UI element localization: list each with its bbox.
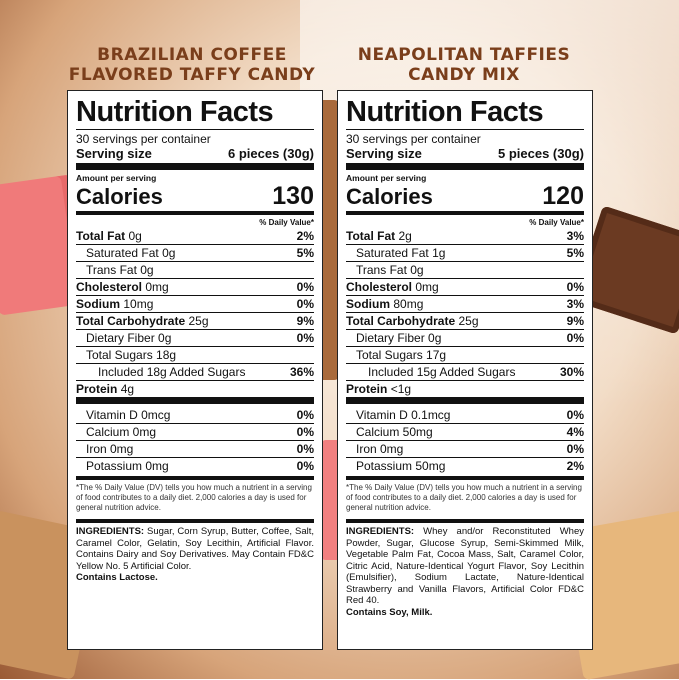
nutrient-row: Dietary Fiber 0g 0% — [346, 329, 584, 346]
nutrient-row: Sodium 80mg 3% — [346, 295, 584, 311]
product-title-line: CANDY MIX — [408, 65, 520, 85]
nutrient-row: Sodium 10mg 0% — [76, 295, 314, 311]
nutrient-row: Included 18g Added Sugars 36% — [76, 363, 314, 380]
product-title-line: BRAZILIAN COFFEE — [97, 45, 287, 65]
nutrition-facts-title: Nutrition Facts — [76, 96, 274, 128]
calories-row: Calories 130 — [76, 182, 314, 210]
daily-value-header: % Daily Value* — [529, 218, 584, 227]
daily-value-footnote: *The % Daily Value (DV) tells you how mu… — [346, 483, 582, 512]
amount-per-serving: Amount per serving — [346, 173, 427, 183]
servings-per-container: 30 servings per container — [346, 132, 481, 146]
nutrient-row: Dietary Fiber 0g 0% — [76, 329, 314, 346]
product-title-line: FLAVORED TAFFY CANDY — [68, 65, 316, 85]
nutrient-row: Saturated Fat 0g 5% — [76, 244, 314, 261]
nutrition-facts-title: Nutrition Facts — [346, 96, 544, 128]
allergen-statement: Contains Lactose. — [76, 572, 158, 583]
nutrient-row: Total Fat 2g 3% — [346, 229, 584, 243]
vitamin-row: Potassium 50mg 2% — [346, 457, 584, 474]
nutrient-row: Cholesterol 0mg 0% — [76, 278, 314, 294]
nutrient-row: Trans Fat 0g — [346, 261, 584, 278]
nutrition-facts-panel: Nutrition Facts 30 servings per containe… — [67, 90, 323, 650]
nutrient-row: Total Carbohydrate 25g 9% — [346, 312, 584, 328]
vitamin-row: Iron 0mg 0% — [76, 440, 314, 457]
vitamin-row: Potassium 0mg 0% — [76, 457, 314, 474]
daily-value-header: % Daily Value* — [259, 218, 314, 227]
ingredients: INGREDIENTS: Whey and/or Reconstituted W… — [346, 526, 584, 606]
protein-row: Protein <1g — [346, 380, 584, 397]
nutrient-row: Total Fat 0g 2% — [76, 229, 314, 243]
servings-per-container: 30 servings per container — [76, 132, 211, 146]
serving-size: Serving size 5 pieces (30g) — [346, 146, 584, 161]
nutrient-row: Saturated Fat 1g 5% — [346, 244, 584, 261]
serving-size: Serving size 6 pieces (30g) — [76, 146, 314, 161]
vitamin-row: Calcium 50mg 4% — [346, 423, 584, 440]
nutrient-row: Total Sugars 17g — [346, 346, 584, 363]
nutrient-row: Total Sugars 18g — [76, 346, 314, 363]
ingredients: INGREDIENTS: Sugar, Corn Syrup, Butter, … — [76, 526, 314, 572]
protein-row: Protein 4g — [76, 380, 314, 397]
calories-row: Calories 120 — [346, 182, 584, 210]
nutrient-row: Included 15g Added Sugars 30% — [346, 363, 584, 380]
vitamin-row: Iron 0mg 0% — [346, 440, 584, 457]
vitamin-row: Vitamin D 0mcg 0% — [86, 408, 314, 422]
nutrient-row: Cholesterol 0mg 0% — [346, 278, 584, 294]
daily-value-footnote: *The % Daily Value (DV) tells you how mu… — [76, 483, 312, 512]
nutrition-facts-panel: Nutrition Facts 30 servings per containe… — [337, 90, 593, 650]
nutrient-row: Total Carbohydrate 25g 9% — [76, 312, 314, 328]
nutrient-row: Trans Fat 0g — [76, 261, 314, 278]
vitamin-row: Calcium 0mg 0% — [76, 423, 314, 440]
product-title: NEAPOLITAN TAFFIES CANDY MIX — [329, 45, 599, 85]
allergen-statement: Contains Soy, Milk. — [346, 606, 433, 618]
vitamin-row: Vitamin D 0.1mcg 0% — [356, 408, 584, 422]
amount-per-serving: Amount per serving — [76, 173, 157, 183]
product-title: BRAZILIAN COFFEE FLAVORED TAFFY CANDY — [57, 45, 327, 85]
product-title-line: NEAPOLITAN TAFFIES — [357, 45, 571, 65]
